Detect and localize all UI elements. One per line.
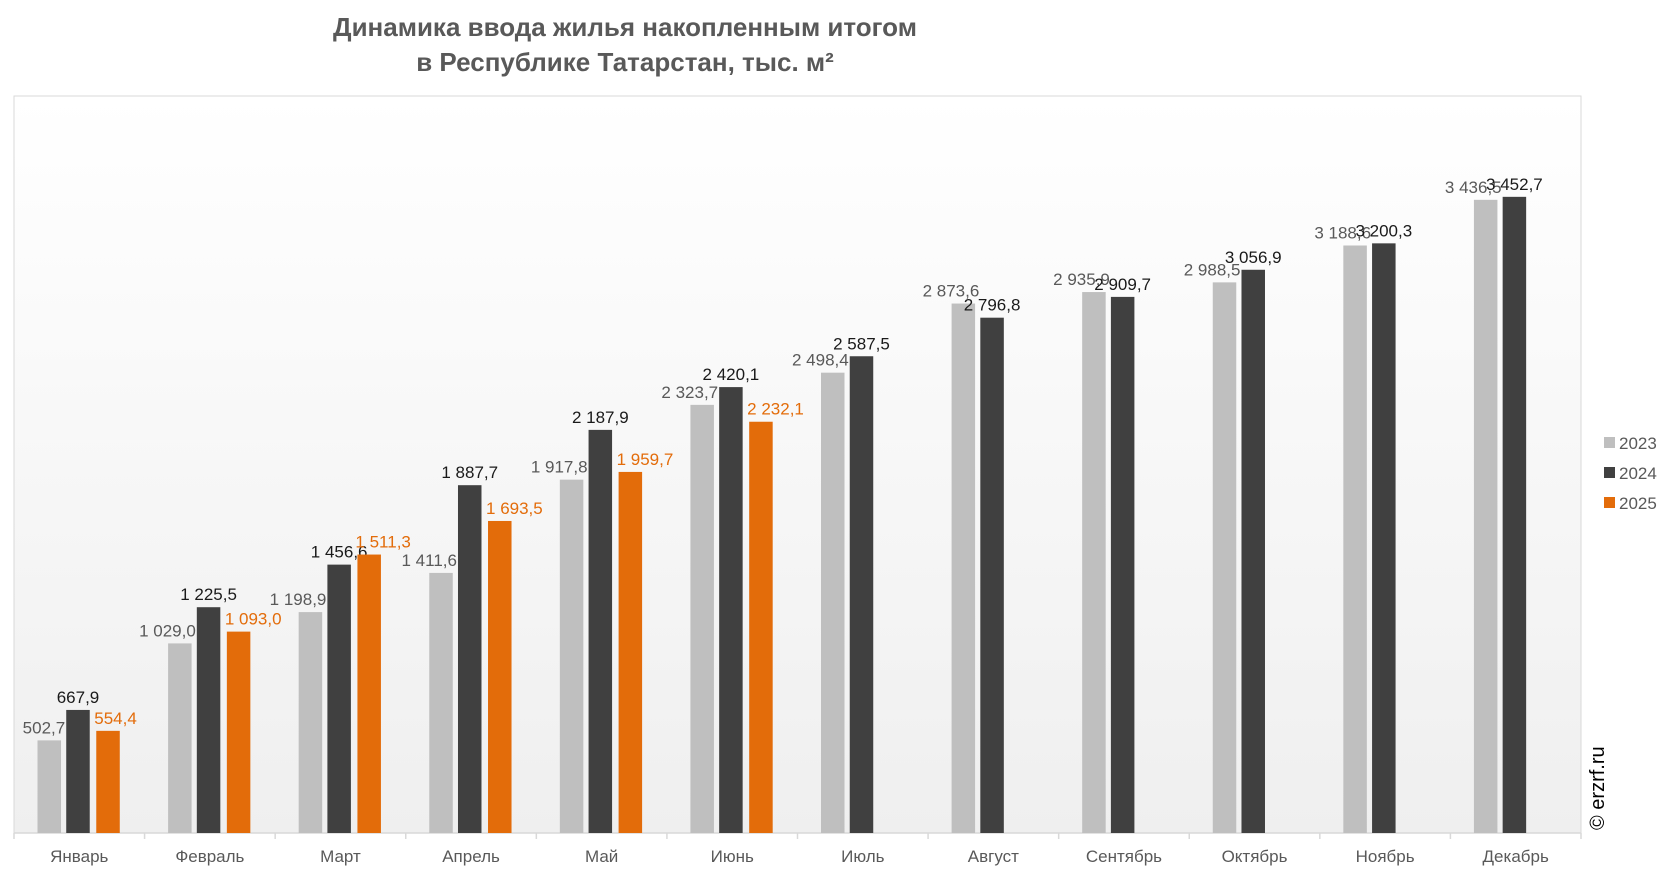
x-tick-label: Июнь <box>711 847 754 866</box>
legend-swatch-2024 <box>1604 467 1615 478</box>
bar-2023-Ноябрь <box>1343 245 1367 834</box>
bar-2023-Июль <box>821 372 845 833</box>
x-tick-label: Август <box>968 847 1019 866</box>
bar-2023-Март <box>298 612 323 833</box>
chart-title-line-2: в Республике Татарстан, тыс. м² <box>416 47 834 77</box>
legend-swatch-2025 <box>1604 497 1615 508</box>
bar-2023-Январь <box>37 740 62 833</box>
bar-2023-Май <box>559 479 584 833</box>
x-tick-label: Февраль <box>175 847 244 866</box>
data-label-2024: 2 587,5 <box>833 334 890 353</box>
data-label-2024: 667,9 <box>57 688 100 707</box>
x-tick-label: Январь <box>50 847 108 866</box>
bar-2024-Октябрь <box>1241 269 1265 833</box>
bar-2024-Июль <box>849 356 874 833</box>
bar-2023-Сентябрь <box>1082 292 1106 833</box>
data-label-2024: 2 796,8 <box>964 296 1021 315</box>
bar-2023-Август <box>951 303 976 834</box>
bar-2025-Январь <box>96 730 120 833</box>
legend-label-2023: 2023 <box>1619 434 1657 453</box>
bar-2024-Март <box>327 564 351 833</box>
data-label-2025: 1 093,0 <box>225 610 282 629</box>
bar-2024-Ноябрь <box>1372 243 1396 833</box>
data-label-2023: 1 917,8 <box>531 458 588 477</box>
bar-2024-Январь <box>66 709 90 833</box>
data-label-2025: 1 959,7 <box>617 450 674 469</box>
bar-2025-Май <box>618 471 643 833</box>
data-label-2024: 3 200,3 <box>1355 221 1412 240</box>
x-tick-label: Март <box>320 847 361 866</box>
data-label-2024: 1 456,6 <box>311 543 368 562</box>
bar-2025-Март <box>357 554 381 833</box>
bar-2023-Октябрь <box>1212 282 1237 833</box>
x-tick-label: Май <box>585 847 618 866</box>
legend-swatch-2023 <box>1604 437 1615 448</box>
x-tick-label: Апрель <box>442 847 500 866</box>
data-label-2023: 502,7 <box>23 718 66 737</box>
bar-2024-Сентябрь <box>1110 296 1135 833</box>
data-label-2023: 3 436,5 <box>1445 178 1502 197</box>
data-label-2024: 2 420,1 <box>703 365 760 384</box>
data-label-2023: 2 323,7 <box>661 383 718 402</box>
x-tick-label: Сентябрь <box>1086 847 1162 866</box>
data-label-2024: 3 452,7 <box>1486 175 1543 194</box>
data-label-2025: 2 232,1 <box>747 400 804 419</box>
data-label-2023: 1 198,9 <box>270 590 327 609</box>
data-label-2024: 1 225,5 <box>180 585 237 604</box>
plot-area <box>13 95 1582 834</box>
data-label-2023: 1 411,6 <box>402 551 457 570</box>
bar-2024-Август <box>980 317 1004 834</box>
x-tick-label: Ноябрь <box>1356 847 1415 866</box>
x-tick-label: Июль <box>841 847 885 866</box>
data-label-2024: 3 056,9 <box>1225 248 1282 267</box>
watermark: © erzrf.ru <box>1587 746 1609 830</box>
legend-label-2025: 2025 <box>1619 494 1657 513</box>
bar-2024-Май <box>588 429 613 833</box>
bar-2023-Апрель <box>429 572 453 833</box>
chart-title-line-1: Динамика ввода жилья накопленным итогом <box>333 12 917 42</box>
bar-2023-Февраль <box>168 643 192 833</box>
legend-label-2024: 2024 <box>1619 464 1657 483</box>
data-label-2025: 1 511,3 <box>355 533 410 552</box>
bar-2024-Декабрь <box>1502 196 1527 833</box>
data-label-2023: 3 188,6 <box>1314 224 1371 243</box>
data-label-2024: 2 909,7 <box>1094 275 1151 294</box>
data-label-2024: 2 187,9 <box>572 408 629 427</box>
bar-2023-Декабрь <box>1473 199 1498 833</box>
bar-2025-Июнь <box>749 421 773 833</box>
data-label-2025: 554,4 <box>94 709 137 728</box>
x-tick-label: Декабрь <box>1483 847 1549 866</box>
data-label-2023: 2 935,9 <box>1053 270 1110 289</box>
data-label-2024: 1 887,7 <box>441 463 498 482</box>
bar-2024-Февраль <box>196 607 221 833</box>
bar-2025-Апрель <box>488 520 512 833</box>
data-label-2025: 1 693,5 <box>486 499 543 518</box>
data-label-2023: 2 873,6 <box>923 282 980 301</box>
bar-2024-Июнь <box>719 387 743 833</box>
data-label-2023: 1 029,0 <box>139 621 196 640</box>
legend: 2023 2024 2025 <box>1604 434 1657 513</box>
data-label-2023: 2 988,5 <box>1184 260 1241 279</box>
bar-2024-Апрель <box>457 485 482 833</box>
bar-2023-Июнь <box>690 404 714 833</box>
bar-2025-Февраль <box>226 631 251 833</box>
x-tick-label: Октябрь <box>1222 847 1288 866</box>
data-label-2023: 2 498,4 <box>792 351 849 370</box>
